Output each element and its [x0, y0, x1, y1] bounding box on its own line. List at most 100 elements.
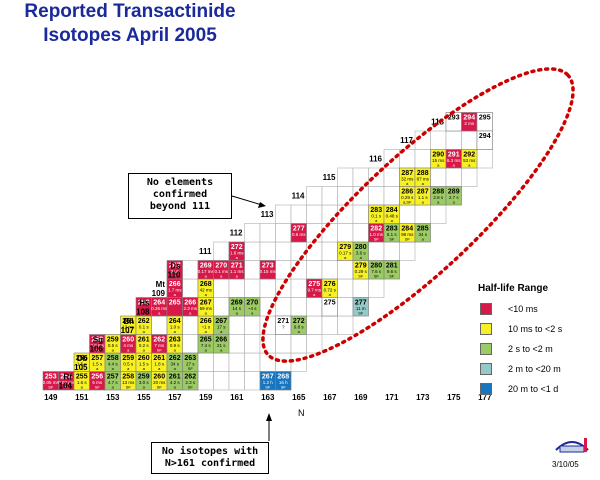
- callout-isotopes-line-1: No isotopes with: [161, 446, 259, 457]
- callout-elements-line-2: confirmed: [152, 189, 208, 200]
- legend-swatch-blue: [480, 383, 492, 395]
- isotope-cell: [352, 241, 369, 261]
- isotope-mass: 264: [153, 300, 165, 307]
- grid-cell: [337, 186, 354, 206]
- isotope-mass: 266: [200, 318, 212, 325]
- isotope-mass: 256: [91, 374, 103, 381]
- isotope-halflife: 2.3 s: [185, 380, 196, 385]
- grid-cell: [337, 167, 354, 187]
- isotope-mass: 257: [91, 355, 103, 362]
- isotope-mass: 272: [293, 318, 305, 325]
- isotope-halflife: 0.1 s: [371, 214, 382, 219]
- grid-cell: [461, 167, 478, 187]
- isotope-halflife: 4.2 s: [170, 380, 181, 385]
- highlight-ellipse: [261, 67, 575, 363]
- grid-cell: [275, 204, 292, 224]
- isotope-mass: 284: [401, 226, 413, 233]
- isotope-mass: 260: [122, 337, 134, 344]
- isotope-decay: SF: [95, 385, 101, 390]
- n-tick-label: 157: [168, 393, 182, 402]
- grid-cell: [321, 241, 338, 261]
- grid-cell: [368, 186, 385, 206]
- isotope-halflife: 0.5 s: [123, 362, 134, 367]
- isotope-mass: 260: [138, 355, 150, 362]
- isotope-halflife: 21 s: [217, 343, 226, 348]
- date-stamp: 3/10/05: [552, 460, 579, 469]
- n-tick-label: 169: [354, 393, 368, 402]
- grid-cell: [290, 297, 307, 317]
- isotope-mass: 263: [138, 300, 150, 307]
- isotope-mass: 261: [169, 374, 181, 381]
- isotope-decay: a: [81, 385, 84, 390]
- isotope-halflife: ?: [282, 325, 285, 330]
- isotope-halflife: 1.5 s: [139, 362, 150, 367]
- legend-item-2s-2m: 2 s to <2 m: [480, 342, 553, 356]
- isotope-decay: SF: [64, 385, 70, 390]
- isotope-mass: 291: [448, 152, 460, 159]
- element-z: 114: [292, 192, 305, 201]
- isotope-halflife: 16 h: [279, 380, 288, 385]
- legend-swatch-yellow: [480, 323, 492, 335]
- grid-cell: [445, 130, 462, 150]
- isotope-halflife: 2.8 s: [433, 195, 444, 200]
- isotope-mass: 269: [200, 263, 212, 270]
- grid-cell: [352, 278, 369, 298]
- grid-cell: [213, 371, 230, 391]
- grid-cell: [290, 204, 307, 224]
- isotope-halflife: 0.05 ms: [43, 380, 60, 385]
- isotope-mass: 266: [215, 337, 227, 344]
- isotope-halflife: 7.4 s: [201, 343, 212, 348]
- grid-cell: [259, 223, 276, 243]
- grid-cell: [476, 149, 493, 169]
- grid-cell: [244, 352, 261, 372]
- isotope-decay: SF: [405, 237, 411, 242]
- isotope-halflife: 0.6 ms: [292, 232, 306, 237]
- isotope-decay: SF: [48, 385, 54, 390]
- grid-cell: [244, 334, 261, 354]
- isotope-decay: a: [220, 348, 223, 353]
- isotope-halflife: 3 us: [170, 269, 179, 274]
- isotope-mass: 276: [324, 281, 336, 288]
- isotope-mass: 259: [138, 374, 150, 381]
- legend-swatch-green: [480, 343, 492, 355]
- isotope-mass: 265: [169, 300, 181, 307]
- isotope-decay: a: [112, 348, 115, 353]
- callout-arrow-line: [231, 195, 263, 206]
- isotope-halflife: 2.3 ms: [183, 306, 197, 311]
- element-z: 118: [431, 118, 444, 127]
- legend-item-10ms-2s: 10 ms to <2 s: [480, 322, 562, 336]
- isotope-mass: 288: [432, 189, 444, 196]
- grid-cell: [430, 167, 447, 187]
- isotope-halflife: 1.5 s: [77, 362, 88, 367]
- grid-cell: [244, 241, 261, 261]
- isotope-cell: [275, 371, 292, 391]
- isotope-mass: 280: [355, 244, 367, 251]
- grid-cell: [383, 167, 400, 187]
- isotope-mass: 279: [339, 244, 351, 251]
- isotope-mass: 288: [417, 170, 429, 177]
- element-symbol: Bh: [123, 317, 134, 326]
- isotope-halflife: 42 ms: [200, 288, 213, 293]
- isotope-mass: 269: [231, 300, 243, 307]
- grid-cell: [244, 371, 261, 391]
- isotope-decay: a: [329, 292, 332, 297]
- grid-cell: [259, 352, 276, 372]
- n-tick-label: 155: [137, 393, 151, 402]
- isotope-halflife: 0.5 s: [108, 343, 119, 348]
- isotope-decay: a,SF: [403, 200, 412, 205]
- isotope-mass: 263: [184, 355, 196, 362]
- grid-cell: [445, 167, 462, 187]
- element-z: 106: [90, 345, 104, 354]
- isotope-decay: a: [205, 274, 208, 279]
- isotope-decay: a: [174, 274, 177, 279]
- grid-cell: [368, 241, 385, 261]
- n-tick-label: 149: [44, 393, 58, 402]
- grid-cell: [275, 297, 292, 317]
- isotope-mass: 282: [370, 226, 382, 233]
- isotope-halflife: 1.1 ms: [230, 269, 244, 274]
- isotope-halflife: 2.7 s: [449, 195, 460, 200]
- isotope-mass: 293: [448, 115, 460, 122]
- isotope-decay: a: [375, 218, 378, 223]
- isotope-halflife: 9.8 s: [294, 325, 305, 330]
- isotope-decay: a: [236, 274, 239, 279]
